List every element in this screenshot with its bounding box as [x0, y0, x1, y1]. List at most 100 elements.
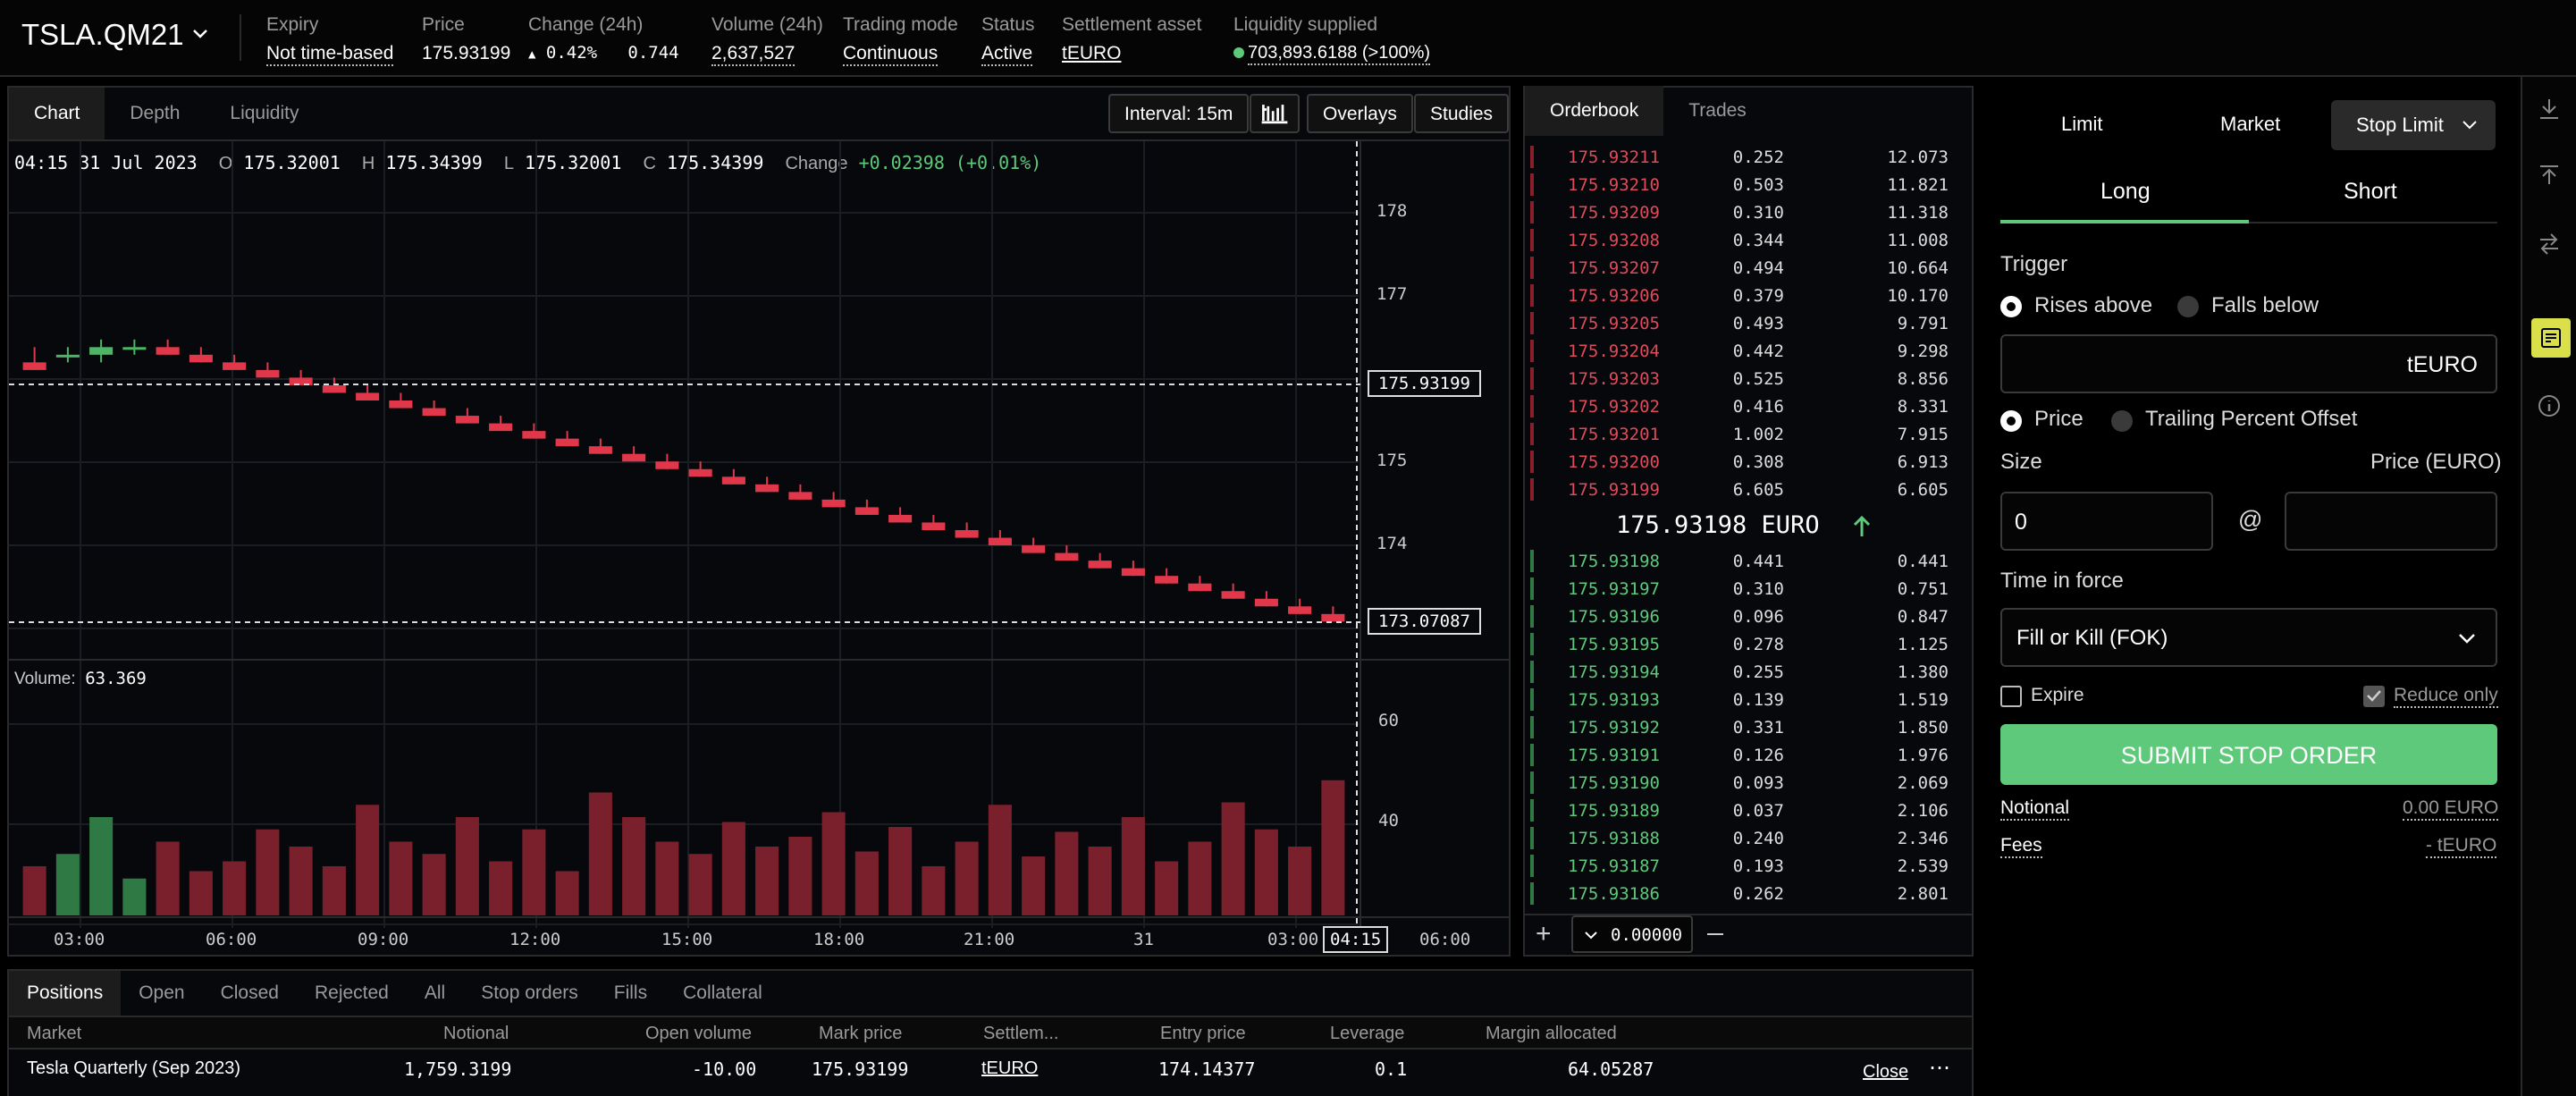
- size-input[interactable]: 0: [2000, 492, 2213, 551]
- upload-icon[interactable]: [2537, 163, 2562, 188]
- orderbook-row[interactable]: 175.93197 0.310 0.751: [1525, 575, 1961, 603]
- orderbook-row[interactable]: 175.93204 0.442 9.298: [1525, 337, 1961, 365]
- col-margin-allocated[interactable]: Margin allocated: [1486, 1024, 1617, 1043]
- orderbook-row[interactable]: 175.93187 0.193 2.539: [1525, 852, 1961, 880]
- expire-checkbox[interactable]: [2000, 686, 2022, 707]
- radio-rises-above[interactable]: [2000, 296, 2022, 317]
- interval-button[interactable]: Interval: 15m: [1108, 94, 1250, 133]
- order-type-limit[interactable]: Limit: [2061, 113, 2103, 135]
- tab-liquidity[interactable]: Liquidity: [230, 103, 299, 123]
- tab-depth[interactable]: Depth: [130, 103, 181, 123]
- candle-body: [555, 438, 579, 447]
- tab-chart[interactable]: Chart: [9, 88, 105, 139]
- orderbook-row[interactable]: 175.93198 0.441 0.441: [1525, 547, 1961, 575]
- limit-price-input[interactable]: [2285, 492, 2497, 551]
- submit-stop-order-button[interactable]: SUBMIT STOP ORDER: [2000, 724, 2497, 785]
- volume-bar: [322, 866, 346, 915]
- orderbook-row[interactable]: 175.93190 0.093 2.069: [1525, 769, 1961, 797]
- orderbook-row[interactable]: 175.93192 0.331 1.850: [1525, 713, 1961, 741]
- tab-rejected[interactable]: Rejected: [314, 982, 389, 1003]
- tif-select[interactable]: Fill or Kill (FOK): [2000, 608, 2497, 667]
- orderbook-row[interactable]: 175.93189 0.037 2.106: [1525, 797, 1961, 824]
- tab-stop-orders[interactable]: Stop orders: [481, 982, 578, 1003]
- ohlc-open: 175.32001: [243, 152, 341, 173]
- tab-orderbook[interactable]: Orderbook: [1525, 86, 1664, 136]
- side-short[interactable]: Short: [2344, 179, 2397, 204]
- orderbook-row[interactable]: 175.93199 6.605 6.605: [1525, 476, 1961, 503]
- radio-trailing-offset[interactable]: [2111, 410, 2133, 432]
- volume-bar: [555, 871, 579, 915]
- resolution-value: 0.00000: [1611, 925, 1683, 945]
- liquidity-value[interactable]: 703,893.6188 (>100%): [1248, 43, 1431, 65]
- order-type-stop-limit[interactable]: Stop Limit: [2331, 100, 2496, 150]
- orderbook-row[interactable]: 175.93201 1.002 7.915: [1525, 420, 1961, 448]
- market-name[interactable]: TSLA.QM21: [21, 18, 184, 51]
- volume-value[interactable]: 2,637,527: [711, 43, 796, 66]
- trading-mode-value[interactable]: Continuous: [843, 43, 939, 66]
- orderbook-cumulative: 6.605: [1897, 480, 1949, 500]
- minus-icon[interactable]: [1707, 933, 1723, 935]
- status-value[interactable]: Active: [981, 43, 1033, 66]
- side-long[interactable]: Long: [2100, 179, 2151, 204]
- col-leverage[interactable]: Leverage: [1330, 1024, 1405, 1043]
- candle-body: [1188, 583, 1212, 592]
- transfer-icon[interactable]: [2537, 231, 2562, 256]
- chevron-down-icon[interactable]: [191, 25, 209, 43]
- orderbook-row[interactable]: 175.93211 0.252 12.073: [1525, 143, 1961, 171]
- col-notional[interactable]: Notional: [443, 1024, 509, 1043]
- orderbook-row[interactable]: 175.93210 0.503 11.821: [1525, 171, 1961, 198]
- candlestick-chart[interactable]: [9, 141, 1509, 955]
- overlays-button[interactable]: Overlays: [1307, 94, 1413, 133]
- order-type-market[interactable]: Market: [2220, 113, 2281, 135]
- cell-settlement[interactable]: tEURO: [981, 1058, 1039, 1078]
- close-position-link[interactable]: Close: [1863, 1062, 1909, 1082]
- tab-fills[interactable]: Fills: [613, 982, 648, 1003]
- radio-falls-below[interactable]: [2177, 296, 2199, 317]
- resolution-select[interactable]: 0.00000: [1571, 915, 1693, 953]
- orderbook-row[interactable]: 175.93206 0.379 10.170: [1525, 282, 1961, 309]
- info-icon[interactable]: [2537, 393, 2562, 418]
- col-entry-price[interactable]: Entry price: [1160, 1024, 1246, 1043]
- tab-all[interactable]: All: [424, 982, 446, 1003]
- orderbook-row[interactable]: 175.93194 0.255 1.380: [1525, 658, 1961, 686]
- orderbook-row[interactable]: 175.93196 0.096 0.847: [1525, 603, 1961, 630]
- expiry-value[interactable]: Not time-based: [266, 43, 394, 66]
- settlement-link[interactable]: tEURO: [1062, 43, 1122, 63]
- candle-body: [356, 392, 380, 400]
- fees-label[interactable]: Fees: [2000, 835, 2042, 858]
- tab-positions[interactable]: Positions: [9, 971, 122, 1016]
- orderbook-row[interactable]: 175.93202 0.416 8.331: [1525, 392, 1961, 420]
- col-mark-price[interactable]: Mark price: [819, 1024, 903, 1043]
- orderbook-row[interactable]: 175.93205 0.493 9.791: [1525, 309, 1961, 337]
- col-open-volume[interactable]: Open volume: [645, 1024, 752, 1043]
- trigger-price-input[interactable]: tEURO: [2000, 334, 2497, 393]
- orderbook-row[interactable]: 175.93208 0.344 11.008: [1525, 226, 1961, 254]
- plus-icon[interactable]: +: [1536, 919, 1552, 948]
- orderbook-row[interactable]: 175.93188 0.240 2.346: [1525, 824, 1961, 852]
- tab-open[interactable]: Open: [139, 982, 185, 1003]
- orderbook-row[interactable]: 175.93209 0.310 11.318: [1525, 198, 1961, 226]
- studies-button[interactable]: Studies: [1414, 94, 1510, 133]
- volume-bar: [422, 854, 446, 915]
- radio-price[interactable]: [2000, 410, 2022, 432]
- deal-ticket-icon[interactable]: [2531, 318, 2571, 358]
- col-settlement[interactable]: Settlem...: [983, 1024, 1059, 1043]
- orderbook-row[interactable]: 175.93195 0.278 1.125: [1525, 630, 1961, 658]
- col-market[interactable]: Market: [27, 1024, 82, 1043]
- tab-collateral[interactable]: Collateral: [683, 982, 762, 1003]
- orderbook-row[interactable]: 175.93203 0.525 8.856: [1525, 365, 1961, 392]
- depth-bar: [1530, 395, 1534, 417]
- notional-label[interactable]: Notional: [2000, 797, 2070, 821]
- reduce-only-checkbox[interactable]: [2363, 686, 2385, 707]
- orderbook-row[interactable]: 175.93207 0.494 10.664: [1525, 254, 1961, 282]
- more-options-icon[interactable]: ⋯: [1929, 1056, 1950, 1080]
- orderbook-row[interactable]: 175.93200 0.308 6.913: [1525, 448, 1961, 476]
- download-icon[interactable]: [2537, 97, 2562, 122]
- mid-price-value: 175.93198 EURO: [1616, 511, 1820, 539]
- orderbook-row[interactable]: 175.93193 0.139 1.519: [1525, 686, 1961, 713]
- orderbook-row[interactable]: 175.93191 0.126 1.976: [1525, 741, 1961, 769]
- tab-closed[interactable]: Closed: [220, 982, 279, 1003]
- chart-type-button[interactable]: [1250, 94, 1300, 133]
- tab-trades[interactable]: Trades: [1688, 100, 1747, 121]
- orderbook-row[interactable]: 175.93186 0.262 2.801: [1525, 880, 1961, 907]
